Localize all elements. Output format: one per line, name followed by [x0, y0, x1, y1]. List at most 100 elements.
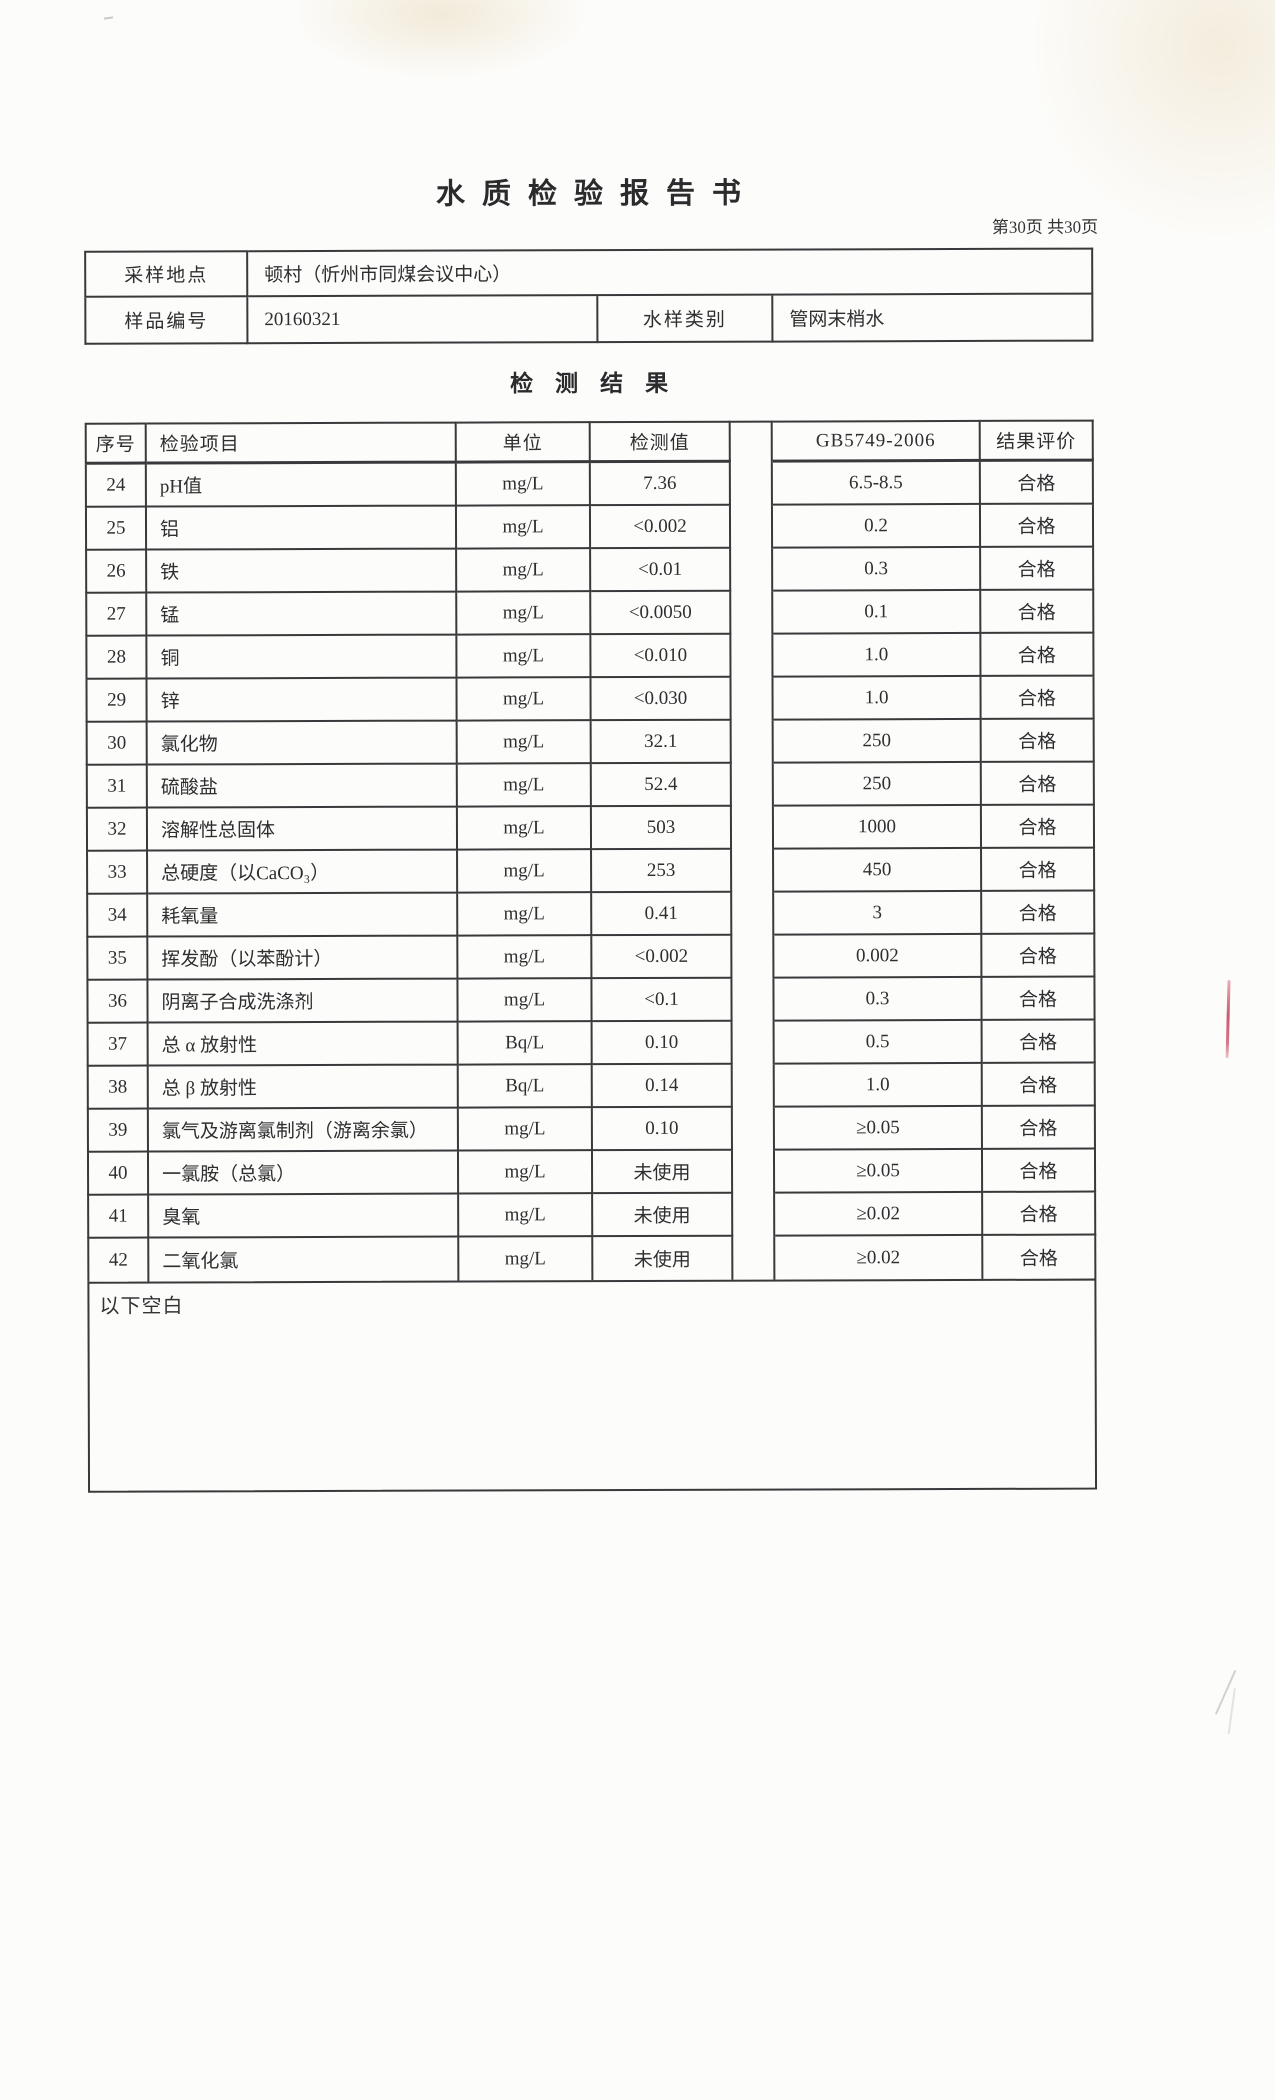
evaluation-cell: 合格 [982, 977, 1096, 1021]
gap-cell [732, 1150, 776, 1194]
gap-cell [732, 849, 775, 893]
row-number-cell: 38 [86, 1066, 149, 1110]
table-row: 33 总硬度（以CaCO₃） mg/L 253 450 合格 [86, 848, 1096, 895]
item-cell: 铝 [146, 506, 458, 551]
item-cell: 阴离子合成洗涤剂 [148, 979, 459, 1024]
gap-cell [731, 763, 774, 807]
value-cell: 未使用 [592, 1150, 734, 1195]
standard-cell: 0.2 [772, 504, 982, 549]
row-number-cell: 27 [85, 593, 148, 637]
standard-cell: 6.5-8.5 [772, 461, 981, 506]
evaluation-cell: 合格 [982, 1149, 1097, 1193]
page-number: 第30页 共30页 [991, 217, 1099, 237]
row-number-cell: 33 [86, 851, 149, 895]
value-cell: 0.41 [592, 892, 733, 937]
gap-cell [732, 1021, 775, 1065]
table-row: 29 锌 mg/L <0.030 1.0 合格 [85, 676, 1095, 723]
value-cell: 未使用 [593, 1236, 734, 1281]
unit-cell: mg/L [458, 893, 593, 937]
unit-cell: mg/L [458, 1151, 594, 1195]
standard-cell: ≥0.02 [775, 1235, 984, 1280]
gap-cell [732, 892, 775, 936]
item-cell: 铁 [147, 549, 458, 594]
table-row: 24 pH值 mg/L 7.36 6.5-8.5 合格 [84, 461, 1094, 508]
value-cell: <0.1 [592, 978, 733, 1023]
evaluation-cell: 合格 [982, 934, 1096, 978]
unit-cell: mg/L [458, 850, 593, 894]
item-cell: 一氯胺（总氯） [148, 1151, 460, 1196]
standard-cell: 1.0 [774, 1063, 983, 1108]
value-cell: 7.36 [590, 462, 731, 507]
row-number-cell: 32 [85, 808, 149, 852]
evaluation-cell: 合格 [982, 1020, 1096, 1064]
header-cell: GB5749-2006 [772, 419, 981, 463]
value-cell: 503 [591, 806, 733, 851]
row-number-cell: 41 [87, 1195, 150, 1239]
standard-cell: 1.0 [773, 676, 982, 721]
value-cell: <0.002 [592, 935, 733, 980]
row-number-cell: 35 [86, 937, 149, 981]
gap-cell [731, 591, 774, 635]
item-cell: 硫酸盐 [147, 764, 458, 809]
item-cell: 总 α 放射性 [148, 1022, 459, 1067]
evaluation-cell: 合格 [982, 848, 1096, 892]
gap-cell [731, 720, 774, 764]
evaluation-cell: 合格 [981, 719, 1095, 763]
evaluation-cell: 合格 [981, 676, 1095, 720]
evaluation-cell: 合格 [982, 891, 1096, 935]
pencil-mark [1207, 1666, 1243, 1738]
value-cell: 32.1 [591, 720, 732, 765]
header-cell: 检测值 [590, 420, 731, 464]
evaluation-cell: 合格 [983, 1235, 1097, 1279]
standard-cell: 1.0 [773, 633, 982, 678]
standard-cell: ≥0.05 [774, 1106, 983, 1151]
item-cell: 铜 [147, 635, 458, 680]
evaluation-cell: 合格 [981, 547, 1095, 591]
item-cell: 锰 [147, 592, 458, 637]
unit-cell: mg/L [457, 549, 592, 593]
value-cell: <0.0050 [591, 591, 732, 636]
gap-cell [731, 634, 774, 678]
sample-info-row: 样品编号 20160321 水样类别 管网末梢水 [84, 294, 1094, 345]
standard-cell: 0.3 [774, 977, 983, 1022]
item-cell: 总硬度（以CaCO₃） [148, 850, 459, 895]
value-cell: <0.01 [591, 548, 732, 593]
sample-number-label: 样品编号 [84, 297, 249, 345]
unit-cell: mg/L [457, 764, 592, 808]
table-row: 35 挥发酚（以苯酚计） mg/L <0.002 0.002 合格 [86, 934, 1096, 981]
standard-cell: 250 [773, 762, 982, 807]
item-cell: 臭氧 [149, 1194, 460, 1239]
value-cell: 253 [592, 849, 733, 894]
table-row: 41 臭氧 mg/L 未使用 ≥0.02 合格 [87, 1192, 1097, 1239]
row-number-cell: 37 [86, 1023, 149, 1067]
standard-cell: 0.1 [773, 590, 982, 635]
page-title: 水质检验报告书 [435, 177, 759, 211]
row-number-cell: 30 [85, 722, 148, 766]
standard-cell: 0.5 [774, 1020, 983, 1065]
unit-cell: mg/L [458, 936, 593, 980]
evaluation-cell: 合格 [982, 1063, 1096, 1107]
section-title: 检测结果 [510, 370, 691, 397]
item-cell: 氯化物 [147, 721, 458, 766]
standard-cell: 250 [773, 719, 982, 764]
unit-cell: mg/L [459, 1237, 594, 1281]
unit-cell: mg/L [458, 1108, 593, 1152]
item-cell: 二氧化氯 [149, 1237, 460, 1282]
item-cell: 挥发酚（以苯酚计） [148, 936, 459, 981]
value-cell: <0.002 [590, 505, 732, 550]
header-cell: 结果评价 [980, 419, 1094, 462]
standard-cell: 0.3 [773, 547, 982, 592]
row-number-cell: 25 [84, 507, 148, 551]
evaluation-cell: 合格 [982, 1106, 1096, 1150]
item-cell: 总 β 放射性 [148, 1065, 459, 1110]
unit-cell: mg/L [458, 979, 593, 1023]
unit-cell: mg/L [456, 463, 591, 507]
item-cell: 溶解性总固体 [147, 807, 459, 852]
unit-cell: mg/L [459, 1194, 594, 1238]
value-cell: <0.030 [591, 677, 732, 722]
value-cell: 0.14 [592, 1064, 733, 1109]
gap-cell [732, 978, 775, 1022]
sample-location-value: 顿村（忻州市同煤会议中心） [248, 247, 1094, 298]
gap-cell [730, 505, 774, 549]
